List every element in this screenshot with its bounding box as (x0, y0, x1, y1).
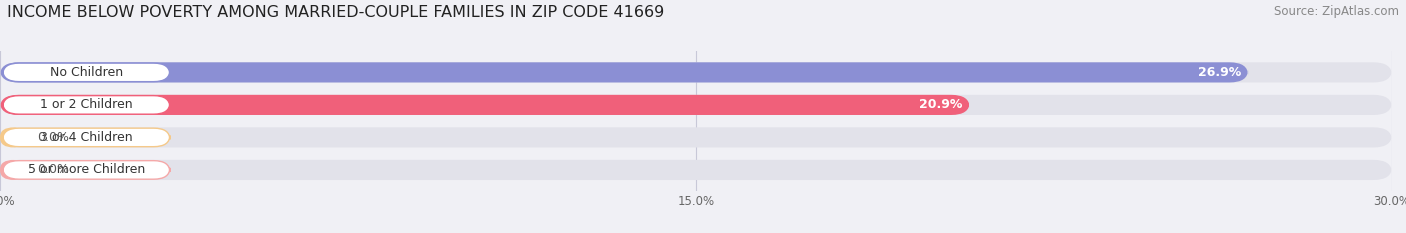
FancyBboxPatch shape (3, 128, 170, 147)
FancyBboxPatch shape (0, 62, 1249, 82)
Text: 3 or 4 Children: 3 or 4 Children (39, 131, 132, 144)
FancyBboxPatch shape (0, 127, 1392, 147)
FancyBboxPatch shape (3, 96, 170, 114)
Text: 1 or 2 Children: 1 or 2 Children (39, 98, 132, 111)
Text: 5 or more Children: 5 or more Children (28, 163, 145, 176)
Text: 0.0%: 0.0% (37, 163, 69, 176)
FancyBboxPatch shape (0, 160, 1392, 180)
FancyBboxPatch shape (0, 95, 970, 115)
Text: 0.0%: 0.0% (37, 131, 69, 144)
Text: Source: ZipAtlas.com: Source: ZipAtlas.com (1274, 5, 1399, 18)
FancyBboxPatch shape (0, 127, 25, 147)
FancyBboxPatch shape (0, 95, 1392, 115)
Text: 26.9%: 26.9% (1198, 66, 1241, 79)
FancyBboxPatch shape (0, 160, 25, 180)
FancyBboxPatch shape (3, 63, 170, 82)
Text: 20.9%: 20.9% (920, 98, 963, 111)
Text: INCOME BELOW POVERTY AMONG MARRIED-COUPLE FAMILIES IN ZIP CODE 41669: INCOME BELOW POVERTY AMONG MARRIED-COUPL… (7, 5, 664, 20)
FancyBboxPatch shape (3, 161, 170, 179)
Text: No Children: No Children (49, 66, 122, 79)
FancyBboxPatch shape (0, 62, 1392, 82)
